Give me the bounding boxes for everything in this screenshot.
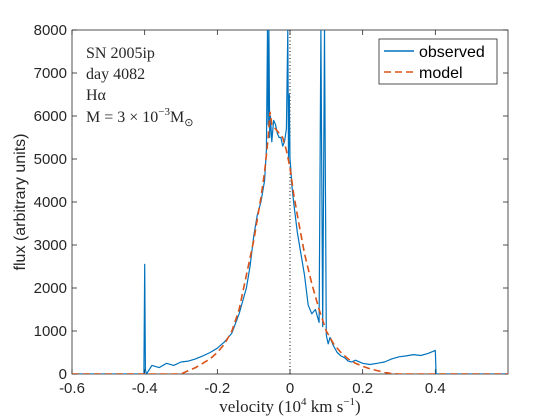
- legend-observed-label: observed: [419, 44, 485, 61]
- x-tick-label: 0.2: [352, 380, 373, 397]
- x-tick-label: -0.2: [204, 380, 230, 397]
- x-tick-label: -0.6: [59, 380, 85, 397]
- y-tick-label: 1000: [34, 323, 67, 340]
- y-tick-label: 6000: [34, 108, 67, 125]
- y-axis: 0 1000 2000 3000 4000 5000 6000 7000 8000: [34, 22, 508, 383]
- y-tick-label: 7000: [34, 65, 67, 82]
- x-axis: -0.6 -0.4 -0.2 0 0.2 0.4: [59, 30, 446, 397]
- legend-model-label: model: [419, 65, 463, 82]
- x-tick-label: 0.4: [425, 380, 446, 397]
- series-observed-line: [72, 30, 508, 374]
- y-axis-label: flux (arbitrary units): [12, 134, 29, 271]
- annotation-line: Hα: [86, 87, 107, 104]
- annotation: SN 2005ip day 4082 Hα M = 3 × 10−3M⊙: [86, 45, 193, 129]
- y-tick-label: 4000: [34, 194, 67, 211]
- annotation-object: SN 2005ip: [86, 45, 155, 62]
- annotation-mass: M = 3 × 10−3M⊙: [86, 106, 193, 129]
- series-model-line: [72, 111, 508, 374]
- y-tick-label: 2000: [34, 280, 67, 297]
- x-tick-label: 0: [286, 380, 294, 397]
- y-tick-label: 0: [59, 366, 67, 383]
- y-tick-label: 5000: [34, 151, 67, 168]
- legend-box: [378, 38, 498, 85]
- legend: observed model: [378, 38, 498, 85]
- x-axis-label: velocity (104 km s−1): [219, 396, 360, 416]
- x-tick-label: -0.4: [132, 380, 158, 397]
- annotation-epoch: day 4082: [86, 66, 145, 83]
- y-tick-label: 3000: [34, 237, 67, 254]
- y-tick-label: 8000: [34, 22, 67, 39]
